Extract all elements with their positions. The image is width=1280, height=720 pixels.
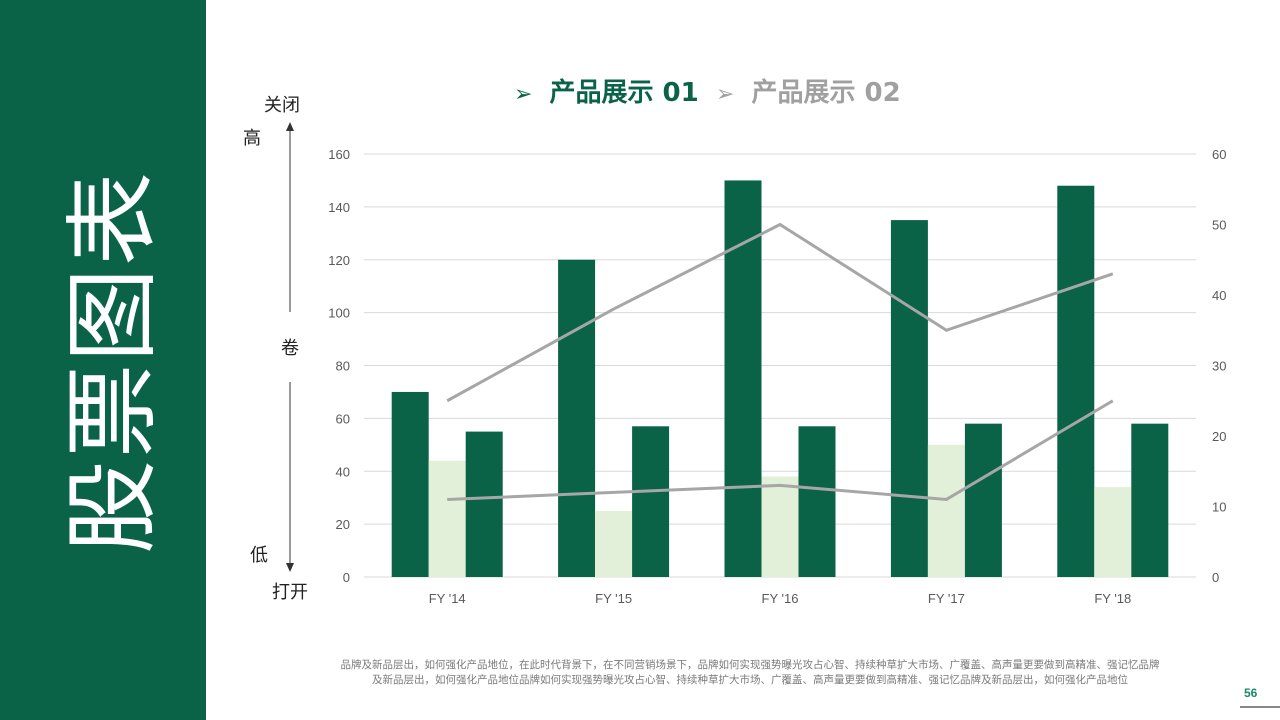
y2-tick-label: 60 [1212, 147, 1226, 162]
y2-tick-label: 10 [1212, 500, 1226, 515]
tab-product-02[interactable]: ➢ 产品展示 02 [716, 72, 901, 109]
bar-series-3 [632, 426, 670, 577]
x-tick-label: FY '18 [1094, 591, 1131, 606]
bar-series-3 [465, 431, 503, 577]
bar-series-2 [1094, 487, 1132, 577]
page-divider [1240, 706, 1280, 708]
footer-line-1: 品牌及新品层出，如何强化产品地位，在此时代背景下，在不同营销场景下，品牌如何实现… [340, 659, 1160, 671]
label-open: 打开 [272, 582, 308, 603]
bar-series-1 [890, 220, 928, 577]
x-tick-label: FY '17 [928, 591, 965, 606]
y-tick-label: 120 [328, 253, 350, 268]
vertical-arrow-down [286, 382, 294, 572]
y-tick-label: 160 [328, 147, 350, 162]
y2-tick-label: 20 [1212, 429, 1226, 444]
sidebar: 股票图表 [0, 0, 206, 720]
label-close: 关闭 [264, 95, 300, 116]
label-low: 低 [250, 545, 268, 566]
footer-line-2: 及新品层出，如何强化产品地位品牌如何实现强势曝光攻占心智、持续种草扩大市场、广覆… [372, 674, 1128, 686]
y-tick-label: 60 [336, 411, 350, 426]
x-tick-label: FY '14 [429, 591, 466, 606]
tab-label: 产品展示 02 [751, 78, 901, 108]
line-series-1 [446, 222, 1114, 403]
bar-series-2 [761, 476, 799, 577]
bar-series-1 [724, 180, 762, 577]
bar-series-3 [798, 426, 836, 577]
y2-tick-label: 50 [1212, 218, 1226, 233]
bar-series-2 [927, 444, 965, 577]
x-tick-label: FY '15 [595, 591, 632, 606]
y2-tick-label: 0 [1212, 570, 1219, 585]
bar-series-1 [1057, 185, 1095, 577]
y-tick-label: 140 [328, 200, 350, 215]
y-tick-label: 20 [336, 517, 350, 532]
y2-tick-label: 30 [1212, 359, 1226, 374]
line-series-2 [447, 399, 1114, 501]
y-tick-label: 40 [336, 464, 350, 479]
bar-series-1 [391, 391, 429, 577]
y-tick-label: 80 [336, 359, 350, 374]
y2-tick-label: 40 [1212, 288, 1226, 303]
footer-text: 品牌及新品层出，如何强化产品地位，在此时代背景下，在不同营销场景下，品牌如何实现… [290, 658, 1210, 688]
arrow-icon: ➢ [514, 82, 533, 107]
page-number: 56 [1244, 686, 1258, 700]
bar-series-2 [428, 460, 466, 577]
bar-series-3 [1131, 423, 1169, 577]
tab-product-01[interactable]: ➢ 产品展示 01 [514, 72, 699, 109]
x-tick-label: FY '16 [762, 591, 799, 606]
arrow-icon: ➢ [716, 82, 735, 107]
bar-series-1 [558, 259, 596, 577]
bar-series-3 [964, 423, 1002, 577]
label-roll: 卷 [281, 338, 299, 359]
bar-series-2 [595, 510, 633, 577]
label-high: 高 [243, 128, 261, 149]
y-tick-label: 0 [343, 570, 350, 585]
y-tick-label: 100 [328, 306, 350, 321]
tab-label: 产品展示 01 [549, 78, 699, 108]
vertical-arrow-up [286, 122, 294, 312]
